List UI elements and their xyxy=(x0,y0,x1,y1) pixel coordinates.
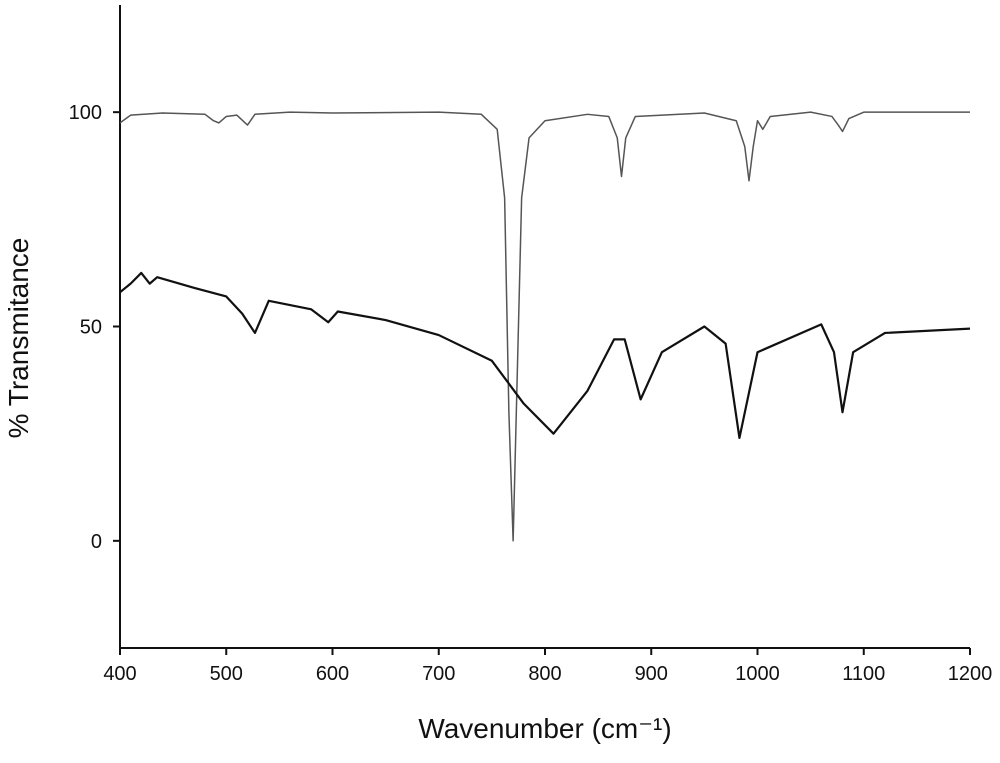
y-tick-label: 0 xyxy=(91,531,102,553)
y-tick-label: 50 xyxy=(80,317,102,339)
x-tick-label: 400 xyxy=(103,663,136,685)
x-tick-label: 1000 xyxy=(735,663,780,685)
x-tick-label: 500 xyxy=(210,663,243,685)
spectrum-line xyxy=(119,111,970,542)
y-axis-title: % Transmitance xyxy=(3,238,34,439)
y-tick-label: 100 xyxy=(69,102,102,124)
x-tick-label: 900 xyxy=(635,663,668,685)
x-tick-label: 800 xyxy=(528,663,561,685)
x-tick-label: 600 xyxy=(316,663,349,685)
x-tick-label: 700 xyxy=(422,663,455,685)
x-tick-label: 1200 xyxy=(948,663,993,685)
x-axis-title: Wavenumber (cm⁻¹) xyxy=(418,713,671,744)
spectrum-line xyxy=(119,271,971,440)
x-tick-label: 1100 xyxy=(842,663,885,685)
